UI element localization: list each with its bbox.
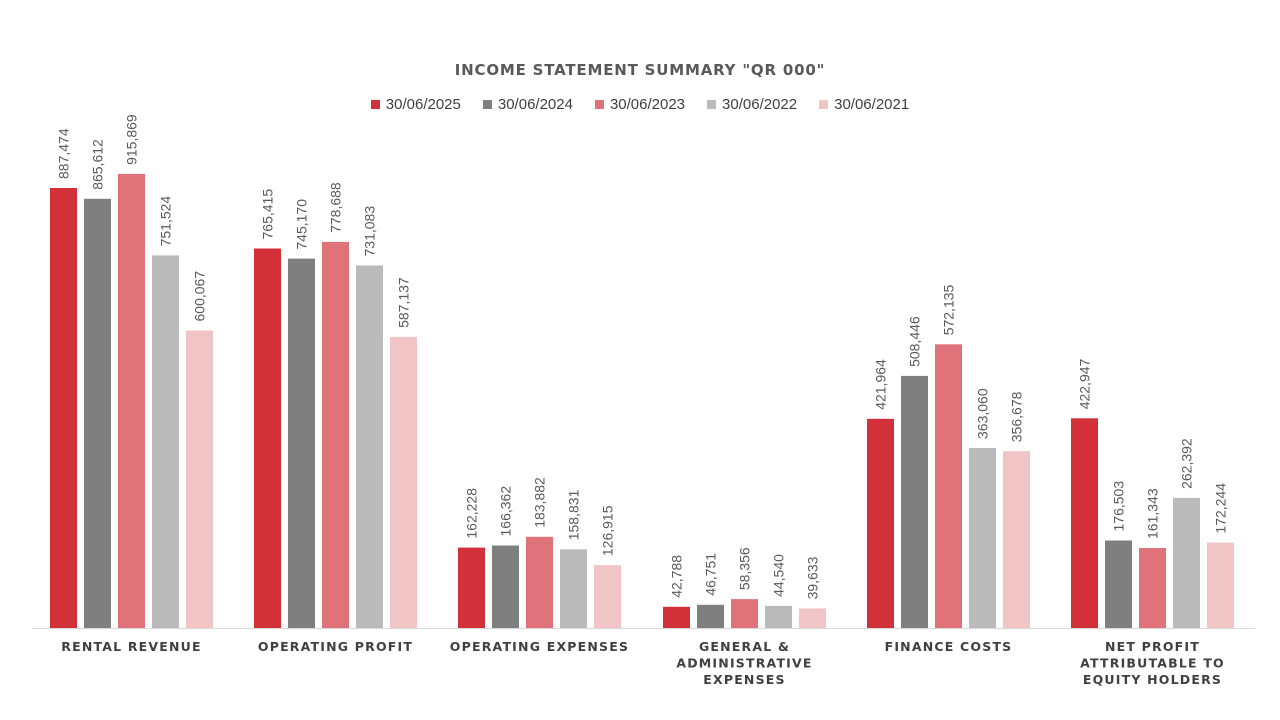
category-label: ATTRIBUTABLE TO — [1080, 656, 1225, 671]
data-label: 356,678 — [1009, 391, 1025, 442]
legend-swatch — [707, 99, 717, 109]
bar — [1207, 542, 1234, 628]
data-label: 887,474 — [56, 128, 72, 179]
data-label: 731,083 — [362, 206, 378, 257]
category-label: OPERATING EXPENSES — [450, 639, 629, 654]
bar — [731, 599, 758, 628]
legend-item: 30/06/2022 — [707, 94, 797, 114]
category-label: NET PROFIT — [1105, 639, 1200, 654]
bar — [594, 565, 621, 628]
data-label: 778,688 — [328, 182, 344, 233]
data-label: 363,060 — [975, 388, 991, 439]
data-label: 587,137 — [396, 277, 412, 328]
legend-item: 30/06/2025 — [370, 94, 461, 114]
chart-title: INCOME STATEMENT SUMMARY "QR 000" — [454, 61, 826, 79]
bar — [969, 448, 996, 628]
bar — [50, 188, 77, 628]
legend-swatch — [819, 99, 829, 109]
bar — [390, 336, 417, 628]
data-label: 46,751 — [703, 553, 719, 596]
category-label: EQUITY HOLDERS — [1083, 672, 1222, 687]
data-label: 915,869 — [124, 114, 140, 165]
bar — [526, 536, 553, 628]
data-label: 751,524 — [158, 196, 174, 247]
data-label: 158,831 — [566, 489, 582, 540]
data-label: 176,503 — [1111, 481, 1127, 532]
bar — [799, 608, 826, 628]
data-label: 44,540 — [771, 554, 787, 597]
legend-label: 30/06/2022 — [722, 95, 798, 113]
legend-swatch — [594, 99, 604, 109]
legend-label: 30/06/2021 — [834, 95, 910, 113]
bar — [254, 248, 281, 628]
bar — [458, 547, 485, 628]
bar — [765, 605, 792, 628]
category-label: OPERATING PROFIT — [258, 639, 413, 654]
category-label: GENERAL & — [699, 639, 790, 654]
bar — [867, 418, 894, 628]
legend-label: 30/06/2025 — [385, 95, 461, 113]
bar — [1003, 451, 1030, 628]
data-label: 765,415 — [260, 189, 276, 240]
legend-label: 30/06/2023 — [609, 95, 686, 113]
bar — [186, 330, 213, 628]
bar — [935, 344, 962, 628]
bar — [1139, 548, 1166, 628]
data-label: 262,392 — [1179, 438, 1195, 489]
bar — [492, 545, 519, 628]
data-label: 162,228 — [464, 488, 480, 539]
data-label: 126,915 — [600, 505, 616, 556]
bar — [152, 255, 179, 628]
bar — [356, 265, 383, 628]
data-label: 42,788 — [669, 555, 685, 598]
bar — [663, 606, 690, 628]
data-label: 161,343 — [1145, 488, 1161, 539]
bar — [1071, 418, 1098, 628]
category-label: EXPENSES — [703, 672, 785, 687]
data-label: 166,362 — [498, 486, 514, 537]
bar — [288, 258, 315, 628]
data-label: 421,964 — [873, 359, 889, 410]
data-label: 58,356 — [737, 547, 753, 590]
data-label: 183,882 — [532, 477, 548, 528]
data-label: 600,067 — [192, 271, 208, 322]
bar — [118, 173, 145, 628]
legend-swatch — [482, 99, 492, 109]
legend-swatch — [370, 99, 380, 109]
legend-item: 30/06/2021 — [819, 94, 909, 114]
legend-label: 30/06/2024 — [497, 95, 573, 113]
bar — [84, 198, 111, 629]
category-label: FINANCE COSTS — [885, 639, 1013, 654]
data-label: 865,612 — [90, 139, 106, 190]
chart-legend: 30/06/2025 30/06/2024 30/06/2023 30/06/2022… — [0, 94, 1280, 114]
legend-item: 30/06/2023 — [594, 94, 686, 114]
bar — [560, 549, 587, 628]
bar — [1173, 497, 1200, 628]
data-label: 422,947 — [1077, 358, 1093, 409]
bar — [697, 604, 724, 628]
data-label: 172,244 — [1213, 483, 1229, 534]
legend-item: 30/06/2024 — [482, 94, 573, 114]
data-label: 39,633 — [805, 556, 821, 599]
category-label: ADMINISTRATIVE — [676, 656, 812, 671]
bar — [1105, 540, 1132, 628]
data-label: 745,170 — [294, 199, 310, 250]
data-label: 572,135 — [941, 284, 957, 335]
data-label: 508,446 — [907, 316, 923, 367]
bar — [901, 375, 928, 628]
category-label: RENTAL REVENUE — [61, 639, 202, 654]
bar — [322, 241, 349, 628]
